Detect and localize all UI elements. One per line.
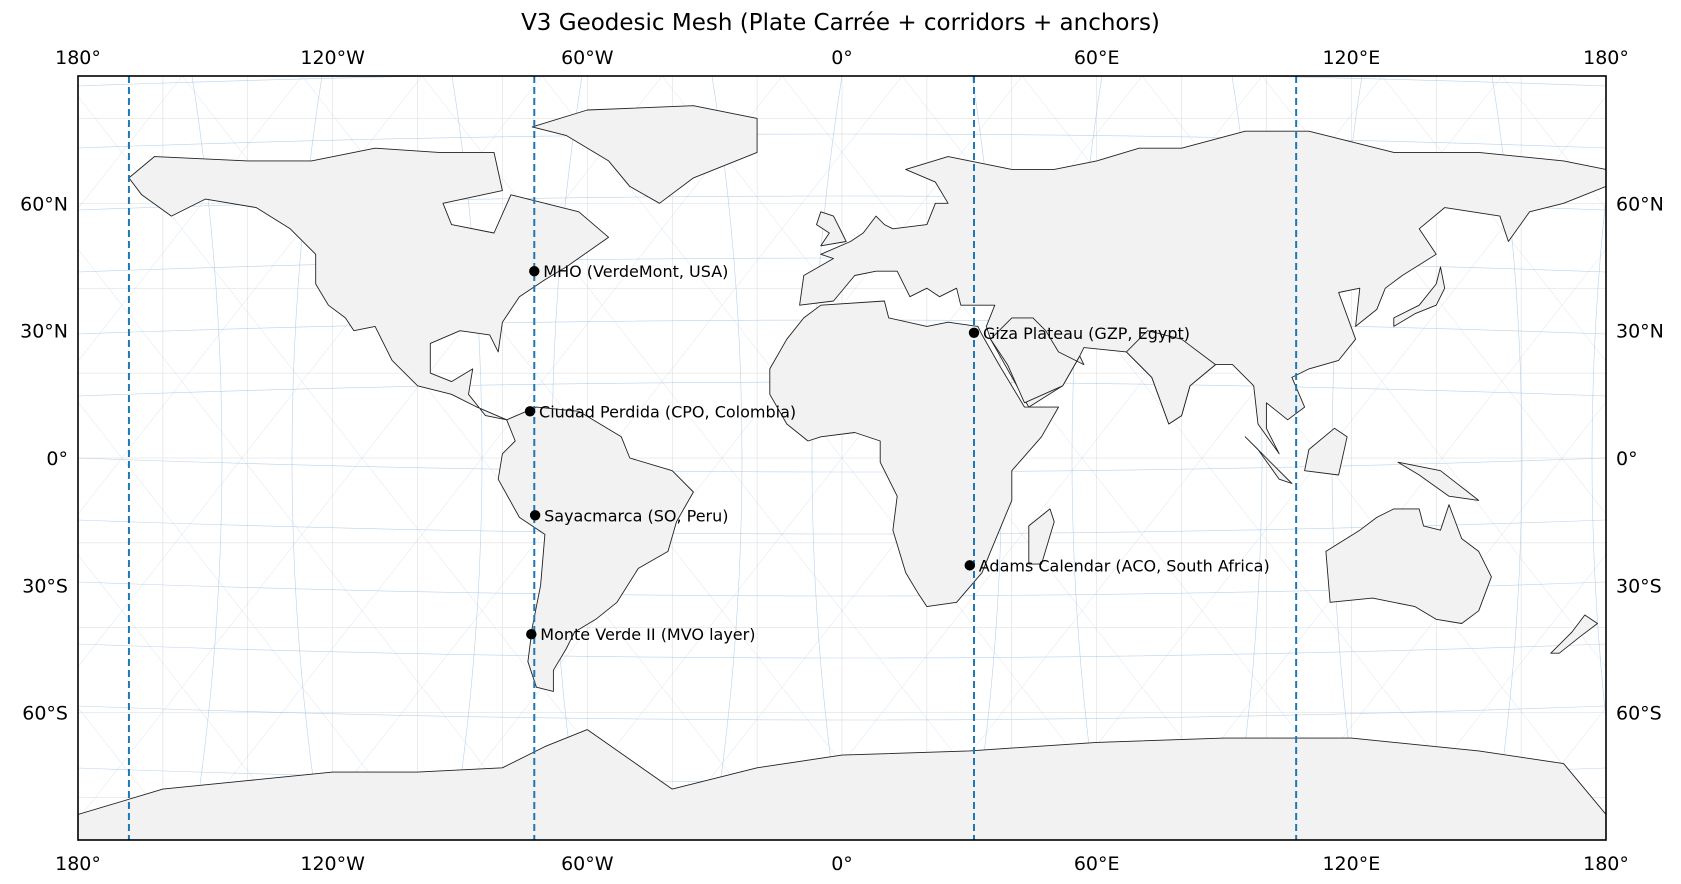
anchor-marker — [526, 628, 537, 640]
mesh-line — [1501, 76, 1606, 209]
india-landmass — [1125, 330, 1216, 425]
antarctica-landmass — [78, 729, 1606, 840]
mesh-line — [1141, 248, 1606, 840]
lat-tick-label-right: 30°S — [1616, 575, 1662, 597]
mesh-line — [78, 76, 183, 209]
mesh-line — [1381, 554, 1606, 840]
mesh-line — [78, 133, 1606, 149]
lon-tick-label-bottom: 180° — [55, 853, 101, 875]
map-frame — [77, 75, 1607, 841]
lon-tick-label-bottom: 120°E — [1322, 853, 1380, 875]
lon-tick-label-top: 60°E — [1074, 47, 1120, 69]
sumatra-landmass — [1244, 436, 1293, 484]
north-america-landmass — [128, 147, 610, 421]
anchor-marker — [529, 266, 540, 277]
anchor-label: Ciudad Perdida (CPO, Colombia) — [539, 402, 796, 421]
lat-tick-label-left: 30°N — [20, 321, 68, 343]
africa-landmass — [769, 300, 1059, 608]
mesh-line — [421, 76, 1023, 840]
lat-tick-label-left: 60°S — [22, 703, 68, 725]
mesh-line — [78, 76, 663, 820]
mesh-line — [1261, 401, 1606, 840]
lat-tick-label-right: 60°N — [1616, 193, 1664, 215]
madagascar-landmass — [1028, 508, 1055, 565]
anchor-label: Monte Verde II (MVO layer) — [540, 625, 755, 644]
lon-tick-label-bottom: 60°E — [1074, 853, 1120, 875]
anchor-label: Adams Calendar (ACO, South Africa) — [979, 556, 1270, 575]
anchor-label: Sayacmarca (SO, Peru) — [544, 506, 728, 525]
new-zealand-landmass — [1550, 614, 1598, 654]
south-america-landmass — [497, 406, 694, 692]
new-guinea-landmass — [1397, 461, 1480, 501]
australia-landmass — [1325, 504, 1492, 624]
lon-tick-label-bottom: 0° — [831, 853, 853, 875]
mesh-line — [181, 76, 783, 840]
mesh-line — [711, 76, 743, 840]
lat-tick-label-right: 0° — [1616, 448, 1638, 470]
corridors — [127, 76, 1298, 840]
greenland-landmass — [531, 105, 758, 204]
mesh-line — [811, 76, 843, 840]
anchor-marker — [529, 510, 541, 521]
axis-labels: 180° 180° 120°W 120°W 60°W 60°W 0° 0° 60°E 60°E 12… — [20, 47, 1664, 875]
eurasia-landmass — [799, 130, 1606, 455]
japan-landmass — [1393, 266, 1446, 327]
lat-tick-label-left: 60°N — [20, 193, 68, 215]
lon-tick-label-top: 0° — [831, 47, 853, 69]
lon-tick-label-bottom: 180° — [1583, 853, 1629, 875]
lat-tick-label-left: 30°S — [22, 575, 68, 597]
lon-tick-label-bottom: 60°W — [561, 853, 614, 875]
mesh-line — [78, 76, 303, 362]
lat-tick-label-right: 30°N — [1616, 321, 1664, 343]
anchor-label: MHO (VerdeMont, USA) — [543, 262, 728, 281]
mesh-line — [78, 76, 1606, 87]
anchor-label: Giza Plateau (GZP, Egypt) — [983, 324, 1190, 343]
lon-tick-label-top: 180° — [55, 47, 101, 69]
lat-tick-label-right: 60°S — [1616, 703, 1662, 725]
arabia-landmass — [990, 317, 1085, 404]
mesh-line — [78, 457, 1606, 473]
lon-tick-label-bottom: 120°W — [300, 853, 365, 875]
uk-landmass — [816, 211, 847, 247]
lat-tick-label-left: 0° — [46, 448, 68, 470]
mesh-line — [78, 643, 1606, 659]
landmasses — [78, 105, 1606, 840]
borneo-landmass — [1304, 427, 1348, 476]
anchor-marker — [524, 406, 536, 417]
mesh-line — [1501, 707, 1606, 840]
anchors: MHO (VerdeMont, USA) Giza Plateau (GZP, E… — [524, 262, 1270, 644]
anchor-marker — [964, 560, 975, 571]
anchor-marker — [968, 327, 980, 338]
map-title: V3 Geodesic Mesh (Plate Carrée + corrido… — [521, 10, 1160, 36]
mesh-line — [78, 705, 1606, 721]
lon-tick-label-top: 180° — [1583, 47, 1629, 69]
mesh-line — [78, 554, 303, 840]
lon-tick-label-top: 60°W — [561, 47, 614, 69]
lon-tick-label-top: 120°E — [1322, 47, 1380, 69]
mesh-line — [1591, 194, 1606, 722]
lon-tick-label-top: 120°W — [300, 47, 365, 69]
mesh-line — [78, 707, 183, 840]
